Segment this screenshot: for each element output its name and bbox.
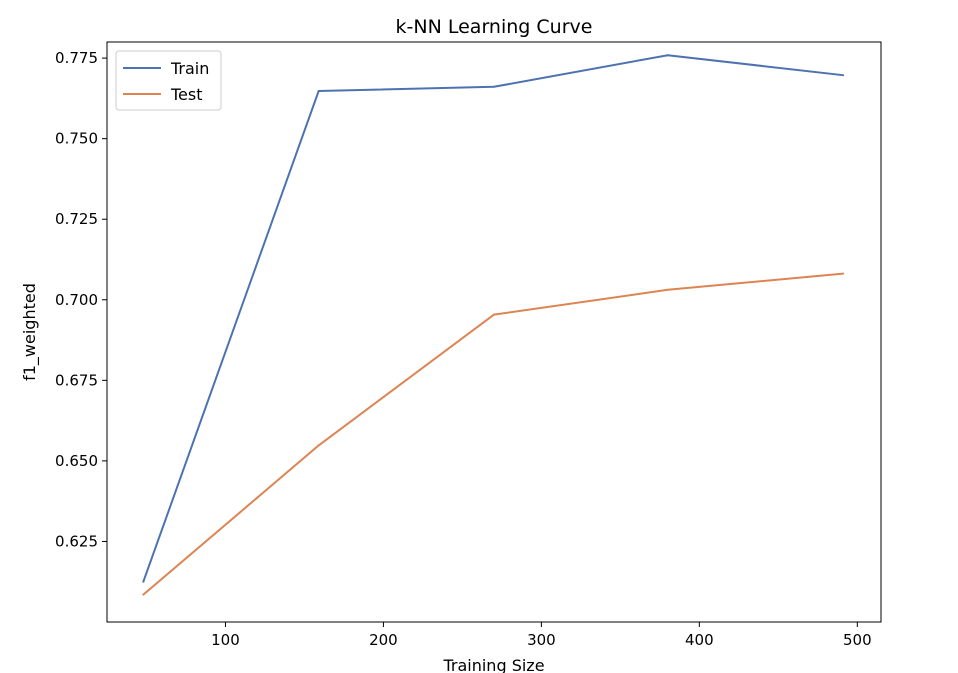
y-tick-label: 0.750: [55, 130, 98, 148]
y-tick-label: 0.775: [55, 49, 98, 67]
chart-title: k-NN Learning Curve: [396, 16, 593, 38]
data-point-test: [317, 444, 320, 447]
data-point-test: [666, 288, 669, 291]
x-axis-ticks: 100 200 300 400 500: [211, 622, 872, 649]
x-tick-label: 500: [843, 631, 872, 649]
series-line-train: [142, 54, 844, 583]
data-point-train: [493, 85, 495, 88]
data-point-train: [842, 74, 845, 77]
y-tick-label: 0.700: [55, 291, 98, 309]
y-tick-label: 0.675: [55, 371, 98, 389]
x-tick-label: 300: [527, 631, 556, 649]
data-point-train: [317, 89, 320, 92]
legend-test-label: Test: [170, 85, 203, 104]
x-axis-label: Training Size: [442, 656, 544, 673]
x-tick-label: 200: [369, 631, 398, 649]
plot-content: [142, 54, 845, 596]
data-point-test: [142, 593, 145, 596]
x-tick-label: 400: [685, 631, 714, 649]
data-point-test: [842, 272, 845, 275]
data-point-test: [493, 313, 495, 316]
series-line-test: [142, 272, 844, 596]
data-point-train: [666, 54, 669, 57]
data-point-train: [142, 580, 145, 583]
y-axis-ticks: 0.625 0.650 0.675 0.700 0.725 0.750 0.775: [55, 49, 107, 550]
legend: Train Test: [115, 50, 222, 111]
legend-box: [115, 50, 222, 111]
y-tick-label: 0.650: [55, 452, 98, 470]
y-tick-label: 0.625: [55, 532, 98, 550]
x-tick-label: 100: [211, 631, 240, 649]
legend-train-label: Train: [170, 59, 209, 78]
plot-frame: [106, 41, 882, 623]
y-tick-label: 0.725: [55, 210, 98, 228]
y-axis-label: f1_weighted: [20, 283, 40, 381]
